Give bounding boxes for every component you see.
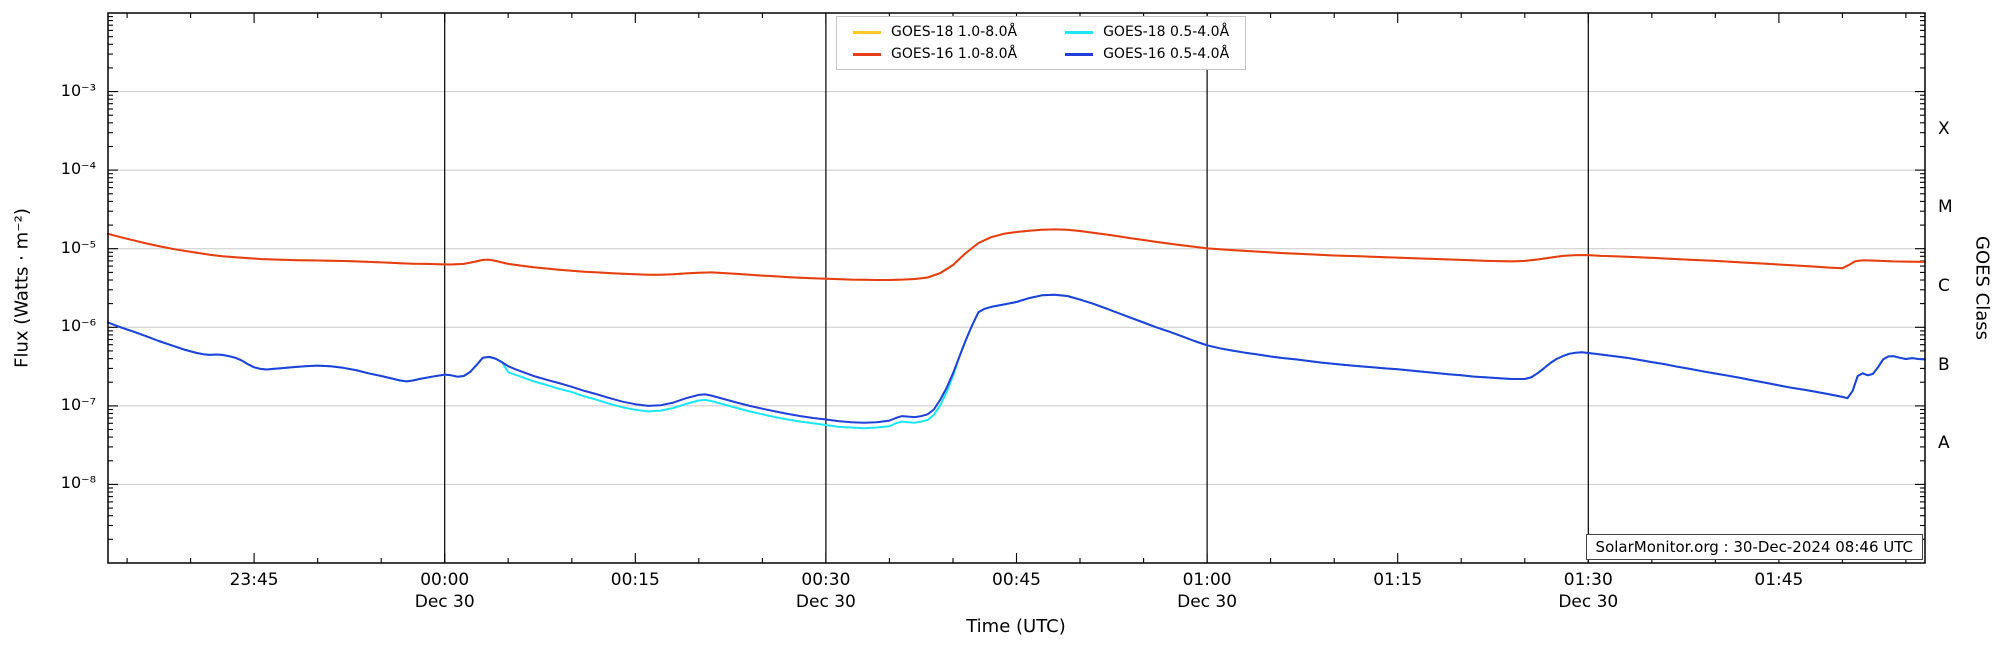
series-line-1 — [107, 228, 1926, 281]
goes-class-letter: A — [1938, 433, 1950, 454]
y-tick-label: 10⁻⁵ — [60, 237, 96, 257]
tick-marks — [108, 13, 1925, 563]
y-tick-label: 10⁻⁷ — [60, 394, 96, 414]
legend-line-swatch-icon — [1065, 30, 1094, 34]
y-tick-label: 10⁻⁸ — [60, 473, 96, 493]
legend-label: GOES-16 0.5-4.0Å — [1103, 46, 1230, 62]
legend-item: GOES-16 0.5-4.0Å — [1065, 46, 1229, 62]
series-line-0 — [107, 228, 1926, 281]
day-boundary-lines — [444, 13, 1589, 563]
x-axis-title: Time (UTC) — [966, 616, 1066, 637]
legend-item: GOES-18 1.0-8.0Å — [853, 24, 1017, 40]
x-tick-sublabel: Dec 30 — [414, 592, 475, 612]
gridlines — [108, 91, 1925, 485]
legend-label: GOES-18 0.5-4.0Å — [1103, 24, 1230, 40]
x-tick-label: 01:45 — [1754, 570, 1804, 590]
x-tick-label: 00:15 — [610, 570, 660, 590]
y-tick-label: 10⁻³ — [60, 80, 96, 100]
goes-class-letter: M — [1938, 197, 1953, 218]
legend-item: GOES-18 0.5-4.0Å — [1065, 24, 1229, 40]
x-tick-label: 01:30 — [1563, 570, 1613, 590]
x-tick-sublabel: Dec 30 — [1177, 592, 1238, 612]
legend-label: GOES-18 1.0-8.0Å — [891, 24, 1018, 40]
x-tick-label: 00:00 — [420, 570, 470, 590]
legend-item: GOES-16 1.0-8.0Å — [853, 46, 1017, 62]
y-tick-label: 10⁻⁶ — [60, 316, 96, 336]
x-tick-label: 01:00 — [1182, 570, 1232, 590]
series-line-3 — [107, 293, 1926, 424]
x-tick-label: 00:30 — [801, 570, 851, 590]
x-tick-label: 01:15 — [1373, 570, 1423, 590]
x-tick-label: 23:45 — [229, 570, 279, 590]
legend-line-swatch-icon — [1065, 52, 1094, 56]
legend-line-swatch-icon — [853, 52, 881, 56]
x-tick-sublabel: Dec 30 — [795, 592, 856, 612]
legend-line-swatch-icon — [853, 30, 881, 34]
goes-class-letter: B — [1938, 354, 1950, 375]
legend-label: GOES-16 1.0-8.0Å — [891, 46, 1018, 62]
y-axis-title: Flux (Watts · m⁻²) — [11, 208, 33, 368]
x-tick-label: 00:45 — [992, 570, 1041, 590]
y-tick-label: 10⁻⁴ — [60, 159, 96, 179]
x-tick-sublabel: Dec 30 — [1558, 592, 1619, 612]
plot-frame — [107, 12, 1926, 564]
goes-class-letter: X — [1938, 118, 1950, 139]
watermark-text: SolarMonitor.org : 30-Dec-2024 08:46 UTC — [1585, 534, 1923, 560]
goes-class-letter: C — [1938, 276, 1950, 296]
legend: GOES-18 1.0-8.0Å GOES-16 1.0-8.0Å GOES-18 … — [836, 16, 1247, 70]
right-axis-title: GOES Class — [1971, 236, 1993, 340]
